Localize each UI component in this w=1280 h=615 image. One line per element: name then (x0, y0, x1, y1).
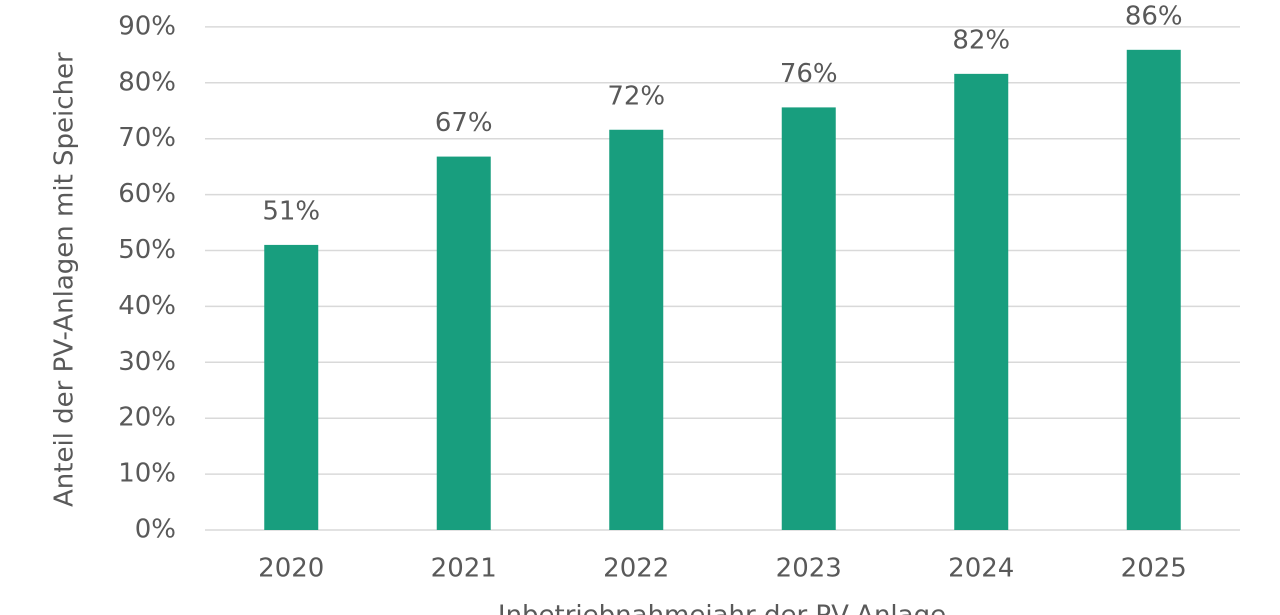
data-label: 72% (607, 81, 665, 111)
bar (1126, 49, 1181, 530)
data-label: 86% (1125, 1, 1183, 31)
x-tick-label: 2023 (776, 554, 842, 584)
bar (436, 156, 491, 530)
x-axis-label: Inbetriebnahmejahr der PV-Anlage (498, 601, 946, 615)
x-tick-label: 2020 (258, 554, 324, 584)
data-label: 76% (780, 59, 838, 89)
bar (781, 107, 836, 531)
bar (954, 73, 1009, 530)
data-label: 51% (262, 196, 320, 226)
y-tick-label: 50% (118, 235, 176, 265)
y-axis-label: Anteil der PV-Anlagen mit Speicher (50, 52, 80, 507)
y-tick-label: 90% (118, 11, 176, 41)
y-tick-label: 0% (135, 515, 176, 545)
y-tick-label: 70% (118, 123, 176, 153)
x-tick-label: 2025 (1121, 554, 1187, 584)
data-label: 82% (952, 25, 1010, 55)
y-tick-label: 60% (118, 179, 176, 209)
x-tick-label: 2021 (431, 554, 497, 584)
x-tick-label: 2024 (948, 554, 1014, 584)
y-tick-label: 10% (118, 459, 176, 489)
y-tick-label: 40% (118, 291, 176, 321)
data-label: 67% (435, 108, 493, 138)
x-tick-label: 2022 (603, 554, 669, 584)
y-tick-label: 80% (118, 67, 176, 97)
bar (609, 129, 664, 531)
y-tick-label: 30% (118, 347, 176, 377)
y-tick-label: 20% (118, 403, 176, 433)
bar (264, 244, 319, 530)
